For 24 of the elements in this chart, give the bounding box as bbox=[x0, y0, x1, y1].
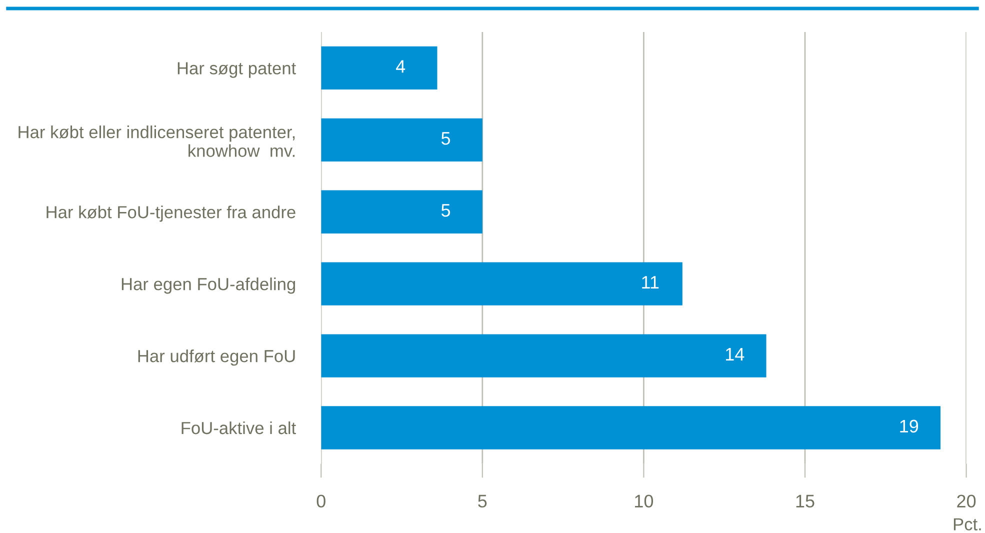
y-tick-label: FoU-aktive i alt bbox=[182, 421, 296, 434]
data-label: 19 bbox=[900, 420, 918, 433]
data-label: 4 bbox=[396, 60, 406, 73]
bar bbox=[321, 46, 438, 90]
x-tick-label: 20 bbox=[957, 494, 976, 508]
x-tick-label: 0 bbox=[316, 494, 326, 508]
bar bbox=[321, 262, 682, 306]
y-tick-label: Har købt FoU-tjenester fra andre bbox=[46, 206, 296, 222]
x-tick-label: 5 bbox=[478, 494, 487, 508]
bar bbox=[321, 190, 482, 234]
y-tick-label: Har købt eller indlicenseret patenter, knowhow mv. bbox=[18, 126, 295, 157]
data-label: 11 bbox=[642, 276, 659, 288]
data-label: 14 bbox=[726, 348, 744, 360]
bar bbox=[321, 334, 766, 378]
data-label: 5 bbox=[441, 132, 450, 145]
x-tick-label: 15 bbox=[796, 494, 814, 508]
data-label: 5 bbox=[441, 204, 450, 217]
y-tick-label: Har søgt patent bbox=[178, 62, 296, 78]
x-tick-label: 10 bbox=[635, 494, 654, 508]
bar bbox=[321, 406, 940, 450]
y-tick-label: Har udført egen FoU bbox=[138, 349, 295, 366]
y-tick-label: Har egen FoU-afdeling bbox=[122, 278, 296, 294]
bar bbox=[321, 118, 482, 162]
x-axis-title: Pct. bbox=[954, 518, 981, 530]
